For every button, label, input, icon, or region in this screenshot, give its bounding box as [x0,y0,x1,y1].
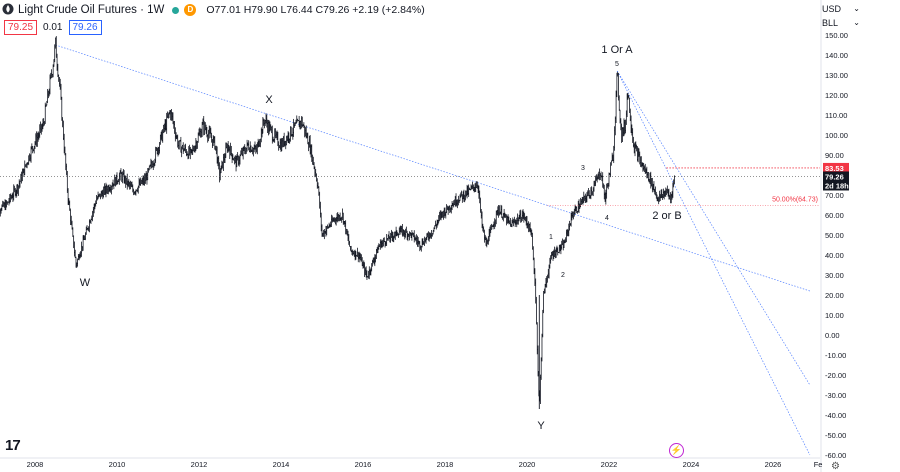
y-tick-label: 60.00 [825,211,844,220]
target-price-label: 83.53 [825,164,844,173]
x-tick-label: Fe [814,460,823,469]
current-price-label: 79.26 [825,172,844,181]
price-axis-bg [821,0,900,472]
y-tick-label: 110.00 [825,111,847,120]
current-price-label-bg [823,171,849,182]
wave-label: 1 [549,234,553,241]
y-tick-label: 0.00 [825,331,840,340]
y-tick-label: 20.00 [825,291,844,300]
y-tick-label: -20.00 [825,371,846,380]
x-tick-label: 2022 [601,460,618,469]
y-tick-label: 90.00 [825,151,844,160]
x-tick-label: 2014 [273,460,290,469]
tradingview-logo-icon[interactable]: 17 [5,437,21,454]
wave-label: W [80,277,91,289]
bar-countdown-label-bg [823,180,849,191]
y-tick-label: 140.00 [825,51,848,60]
y-tick-label: 70.00 [825,191,844,200]
y-tick-label: 30.00 [825,271,844,280]
symbol-icon [2,3,14,18]
symbol-title[interactable]: Light Crude Oil Futures · 1W [18,4,165,16]
elliott-wave-labels: W X Y 1 Or A 2 or B 1 2 3 4 5 [80,44,682,432]
spread-value: 0.01 [43,22,63,33]
price-series [0,36,676,409]
y-tick-label: 120.00 [825,91,848,100]
wave-label: 5 [615,61,619,68]
price-axis[interactable]: 150.00 140.00 130.00 120.00 110.00 100.00 90.0… [820,0,900,472]
market-open-dot [172,6,180,14]
y-tick-label: 40.00 [825,251,844,260]
wave-label: 2 [561,272,565,279]
trendline [55,44,811,292]
y-tick-label: 10.00 [825,311,844,320]
chevron-down-icon: ⌄ [853,4,860,13]
wave-label: X [265,94,273,106]
trendlines [55,44,811,456]
symbol-header[interactable]: Light Crude Oil Futures · 1W D O77.01 H7… [2,2,425,18]
bid-price[interactable]: 79.25 [4,20,38,35]
currency-selector[interactable]: USD ⌄ [822,4,882,14]
x-tick-label: 2016 [355,460,372,469]
x-tick-label: 2008 [27,460,44,469]
time-axis[interactable]: 2008 2010 2012 2014 2016 2018 2020 2022 2024 2026… [0,457,823,469]
x-tick-label: 2010 [109,460,126,469]
unit-selector[interactable]: BLL ⌄ [822,18,882,28]
x-tick-label: 2020 [519,460,536,469]
wave-label: 1 Or A [601,44,633,56]
x-tick-label: 2018 [437,460,454,469]
y-tick-label: -50.00 [825,431,846,440]
trendline [616,70,811,386]
y-tick-label: -10.00 [825,351,846,360]
chevron-down-icon: ⌄ [853,18,860,27]
target-price-label-bg [823,162,849,173]
ohlc-values: O77.01 H79.90 L76.44 C79.26 +2.19 (+2.84… [206,4,425,16]
y-tick-label: -60.00 [825,451,846,460]
y-tick-label: 150.00 [825,31,848,40]
wave-label: 3 [581,165,585,172]
x-tick-label: 2012 [191,460,208,469]
ask-price[interactable]: 79.26 [68,20,102,35]
x-tick-label: 2026 [765,460,782,469]
trendline [616,70,811,456]
x-tick-label: 2024 [683,460,700,469]
bid-ask-panel: 79.25 0.01 79.26 [4,20,102,35]
y-tick-label: 130.00 [825,71,848,80]
fib-label: 50.00%(64.73) [772,197,818,204]
y-tick-label: -40.00 [825,411,846,420]
gear-icon[interactable]: ⚙ [831,461,840,472]
bar-countdown-label: 2d 18h [825,181,849,190]
horizontal-levels: 50.00%(64.73) [0,167,820,206]
wave-label: 4 [605,215,609,222]
wave-label: 2 or B [652,210,681,222]
y-tick-label: -30.00 [825,391,846,400]
lightning-icon[interactable]: ⚡ [669,443,684,458]
y-tick-label: 100.00 [825,131,848,140]
y-tick-label: 50.00 [825,231,844,240]
unit-label: BLL [822,18,839,28]
delayed-data-badge[interactable]: D [184,4,197,16]
currency-label: USD [822,4,842,14]
wave-label: Y [537,420,545,432]
